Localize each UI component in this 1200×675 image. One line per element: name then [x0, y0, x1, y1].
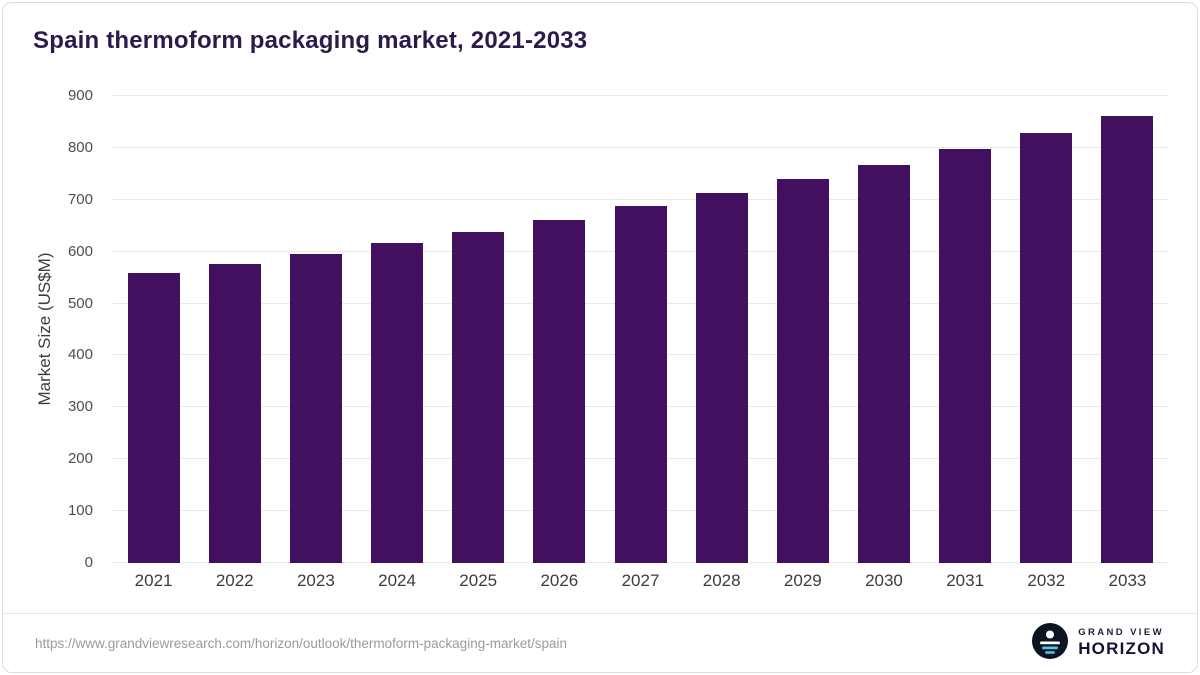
x-tick-label: 2030	[865, 571, 903, 590]
brand-wordmark: GRAND VIEW HORIZON	[1078, 626, 1165, 658]
bar-2028	[695, 193, 748, 563]
x-tick-label: 2025	[459, 571, 498, 590]
bar-2026	[533, 219, 586, 563]
brand-logo: GRAND VIEW HORIZON	[1032, 622, 1165, 664]
y-tick-label: 400	[67, 346, 93, 364]
bar-slot	[113, 96, 194, 563]
chart-title: Spain thermoform packaging market, 2021-…	[33, 27, 588, 54]
y-tick-label: 800	[67, 138, 93, 156]
footer: https://www.grandviewresearch.com/horizo…	[3, 613, 1197, 672]
bar-2032	[1020, 133, 1073, 563]
bar-slot	[1087, 96, 1168, 563]
bar-slot	[356, 96, 437, 563]
x-tick-label: 2023	[296, 571, 335, 590]
x-tick-label: 2027	[621, 571, 660, 590]
bar-slot	[762, 96, 843, 563]
bar-2027	[614, 206, 667, 563]
x-tick-label: 2033	[1108, 571, 1147, 590]
y-tick-label: 300	[67, 398, 93, 416]
bar-2031	[939, 149, 992, 563]
bar-2021	[127, 273, 180, 563]
x-tick-label: 2022	[215, 571, 254, 590]
x-tick-label: 2029	[783, 571, 822, 590]
bar-2025	[452, 231, 505, 563]
x-tick-label: 2021	[134, 571, 173, 590]
bar-slot	[925, 96, 1006, 563]
x-tick-label: 2024	[378, 571, 416, 590]
bar-slot	[600, 96, 681, 563]
bar-2023	[289, 253, 342, 563]
source-url: https://www.grandviewresearch.com/horizo…	[35, 635, 567, 651]
gridline	[113, 146, 1168, 148]
bar-layer	[113, 96, 1168, 563]
x-tick-label: 2028	[702, 571, 741, 590]
bar-slot	[275, 96, 356, 563]
x-tick-label: 2026	[540, 571, 579, 590]
y-tick-label: 0	[84, 554, 93, 571]
bar-2022	[208, 264, 261, 563]
y-tick-label: 200	[67, 450, 93, 468]
y-tick-label: 900	[67, 87, 93, 104]
gridline	[113, 95, 1168, 96]
bar-slot	[681, 96, 762, 563]
x-tick-label: 2031	[946, 571, 985, 590]
gridline	[113, 198, 1168, 200]
y-axis-title: Market Size (US$M)	[35, 252, 54, 406]
brand-grand-view: GRAND VIEW	[1078, 626, 1164, 638]
plot-area	[113, 95, 1168, 563]
x-axis-labels: 2021 2022 2023 2024 2025 2026 2027 2028 2029 2030…	[113, 571, 1168, 591]
x-tick-label: 2032	[1027, 571, 1066, 590]
y-tick-label: 600	[67, 242, 93, 260]
horizon-logo-icon	[1032, 622, 1069, 664]
y-tick-label: 700	[67, 190, 93, 208]
bar-slot	[194, 96, 275, 563]
brand-horizon: HORIZON	[1078, 638, 1165, 658]
y-tick-label: 100	[67, 502, 93, 520]
bar-slot	[438, 96, 519, 563]
y-axis-ticks: 0 100 200 300 400 500 600 700 800 900	[58, 88, 103, 571]
bar-2033	[1101, 116, 1154, 563]
bar-slot	[519, 96, 600, 563]
bar-slot	[843, 96, 924, 563]
bar-2030	[857, 165, 910, 563]
bar-2024	[371, 242, 424, 563]
bar-slot	[1006, 96, 1087, 563]
bar-2029	[776, 179, 829, 563]
y-tick-label: 500	[67, 294, 93, 312]
